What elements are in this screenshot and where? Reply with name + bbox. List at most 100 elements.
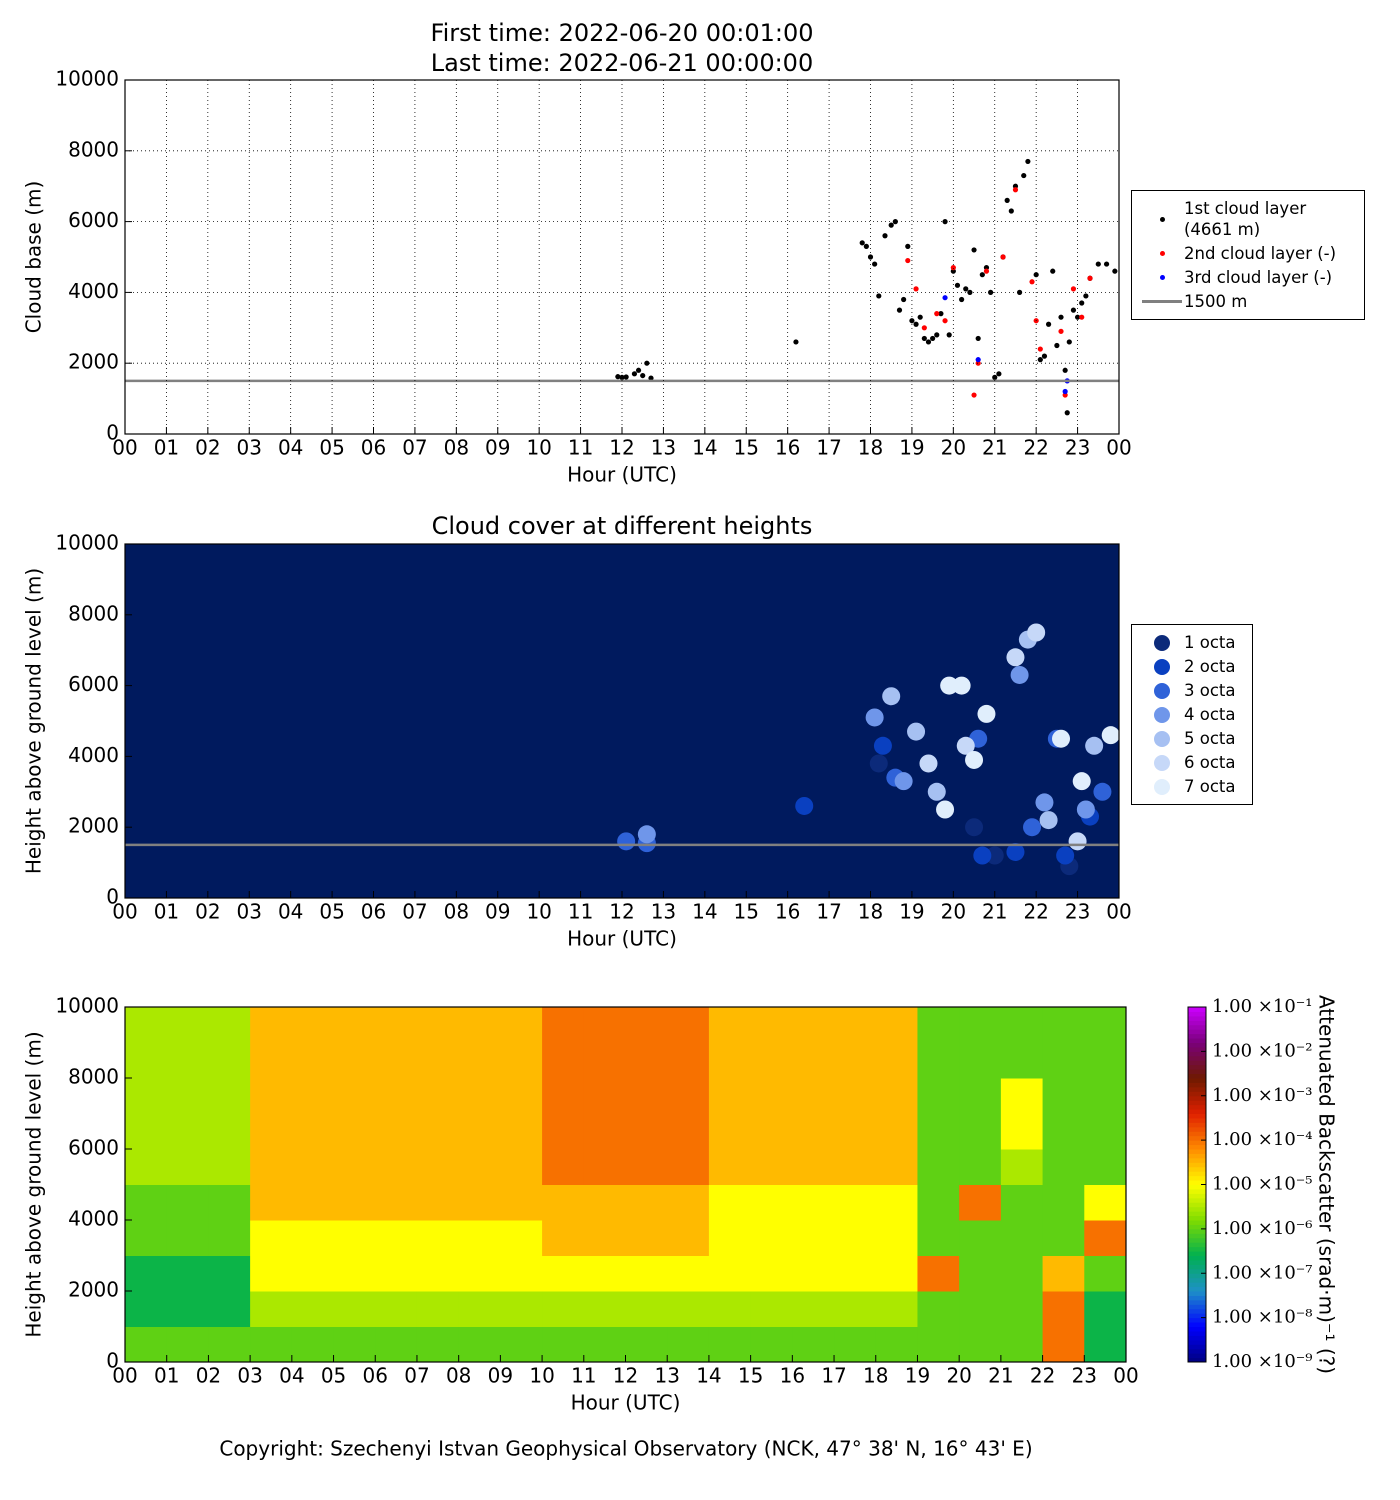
y-axis-label: Height above ground level (m) [22,1031,46,1337]
y-tick-label: 6000 [68,672,119,696]
x-tick-label: 06 [361,436,386,460]
legend-label: 5 octa [1184,729,1236,748]
heatmap-cell [125,1113,168,1150]
x-tick-label: 23 [1065,900,1090,924]
heatmap-cell [583,1184,626,1221]
x-tick-label: 14 [692,900,717,924]
heatmap-cell [416,1184,460,1221]
data-point [952,676,971,695]
colorbar-segment [1188,1117,1206,1123]
colorbar-tick-label: 1.00 ×10⁻⁸ [1212,1307,1313,1328]
legend-symbol [1140,778,1184,795]
x-tick-label: 00 [112,436,137,460]
heatmap-cell [291,1326,335,1363]
data-point [925,339,932,345]
heatmap-cell [583,1220,626,1256]
legend-label: 4 octa [1184,705,1236,724]
heatmap-cell [125,1078,168,1114]
data-point [892,219,898,225]
heatmap-cell [834,1326,877,1363]
data-point [921,325,927,331]
heatmap-cell [458,1326,501,1363]
colorbar-segment [1188,1095,1206,1101]
legend-symbol [1140,706,1184,723]
heatmap-cell [708,1149,752,1185]
x-tick-label: 09 [485,436,510,460]
heatmap-cell [416,1291,460,1327]
colorbar-segment [1188,1317,1206,1323]
data-point [1010,665,1029,684]
heatmap-cell [875,1255,918,1292]
heatmap-cell [166,1149,209,1185]
heatmap-cell [959,1255,1002,1292]
heatmap-cell [542,1255,585,1292]
heatmap-cell [291,1078,335,1114]
x-tick-label: 15 [734,900,759,924]
data-point [869,754,888,773]
heatmap-cell [500,1220,543,1256]
heatmap-cell [1084,1042,1127,1079]
heatmap-cell [625,1042,668,1079]
data-point [1072,772,1091,791]
heatmap-cell [375,1184,418,1221]
heatmap-cell [1042,1291,1085,1327]
heatmap-cell [208,1113,251,1150]
colorbar-segment [1188,1304,1206,1310]
heatmap-cell [458,1078,501,1114]
data-point [921,335,927,342]
heatmap-cell [917,1255,960,1292]
heatmap-cell [250,1255,293,1292]
data-point [975,357,981,363]
heatmap-cell [125,1326,168,1363]
colorbar-segment [1188,1104,1206,1110]
heatmap-cell [917,1149,960,1185]
heatmap-cell [208,1149,251,1185]
colorbar-tick-label: 1.00 ×10⁻⁵ [1212,1174,1313,1195]
y-tick-label: 0 [106,421,119,445]
data-point [865,708,884,727]
heatmap-cell [959,1078,1002,1114]
legend-item: 3rd cloud layer (-) [1140,267,1356,288]
colorbar-segment [1188,1206,1206,1212]
colorbar-segment [1188,1295,1206,1301]
colorbar-segment [1188,1357,1206,1363]
x-tick-label: 08 [444,900,469,924]
heatmap-cell [125,1291,168,1327]
x-tick-label: 00 [112,900,137,924]
y-tick-label: 2000 [68,814,119,838]
colorbar-segment [1188,1251,1206,1256]
heatmap-cell [208,1078,251,1114]
data-point [996,371,1002,377]
heatmap-cell [291,1113,335,1150]
y-tick-label: 8000 [68,137,119,161]
data-point [913,286,919,292]
colorbar-segment [1188,1135,1206,1141]
colorbar-segment [1188,1082,1206,1088]
heatmap-cell [750,1078,793,1114]
legend-symbol [1140,658,1184,675]
colorbar-segment [1188,1038,1206,1043]
heatmap-cell [250,1007,293,1043]
heatmap-cell [458,1113,501,1150]
data-point [965,750,984,769]
heatmap-cell [500,1291,543,1327]
legend-symbol [1140,216,1184,222]
heatmap-cell [917,1326,960,1363]
x-tick-label: 11 [568,436,593,460]
heatmap-cell [917,1220,960,1256]
heatmap-cell [458,1007,501,1043]
data-point [1006,842,1025,861]
legend-item: 1st cloud layer (4661 m) [1140,198,1356,240]
x-tick-label: 00 [1113,1364,1138,1388]
heatmap-cell [416,1078,460,1114]
x-tick-label: 23 [1065,436,1090,460]
x-tick-label: 02 [195,436,220,460]
heatmap-cell [1084,1007,1127,1043]
heatmap-cell [1042,1042,1085,1079]
heatmap-cell [1000,1113,1044,1150]
data-point [1101,726,1120,745]
heatmap-cell [708,1291,752,1327]
heatmap-cell [500,1113,543,1150]
heatmap-cell [166,1007,209,1043]
heatmap-cell [917,1042,960,1079]
